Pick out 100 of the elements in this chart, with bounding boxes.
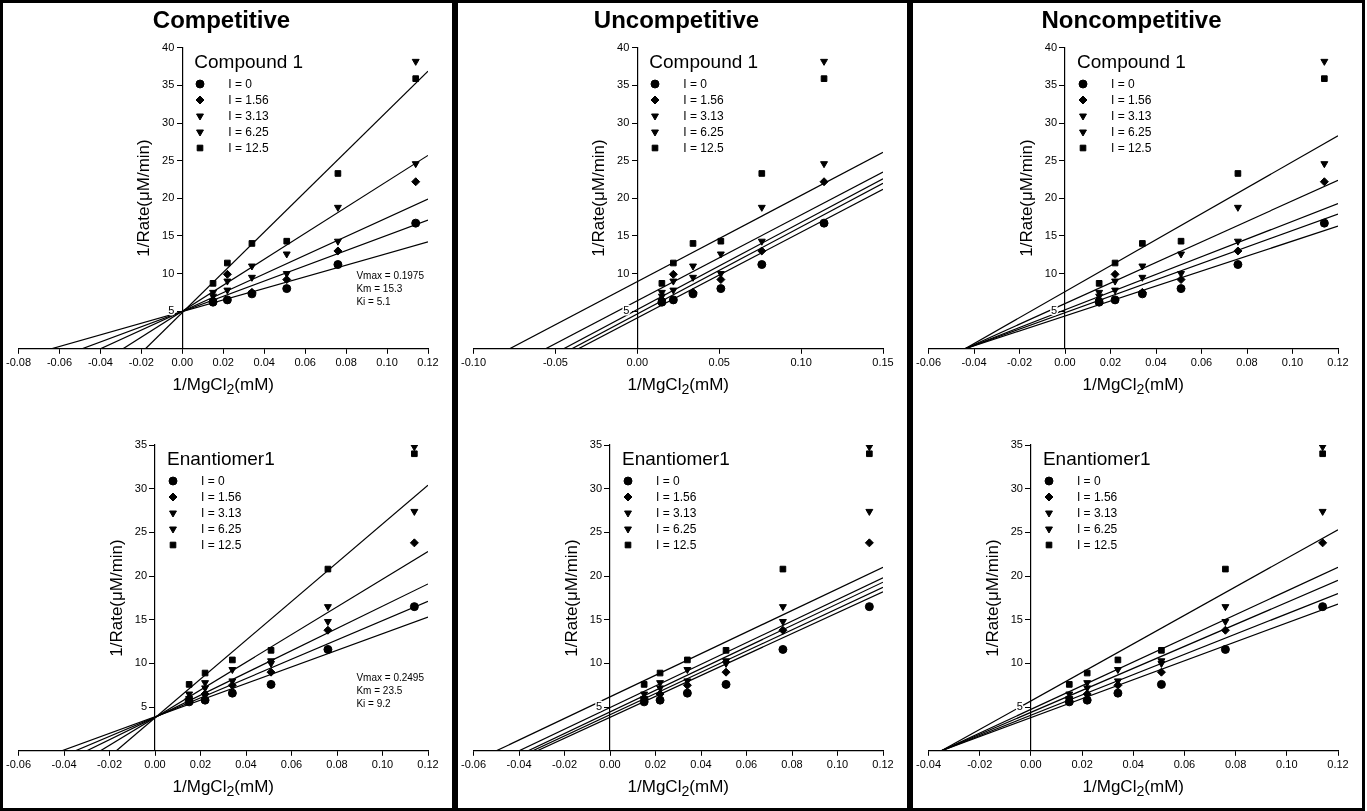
legend-title: Compound 1 — [649, 49, 759, 74]
x-tick-label: 0.02 — [1071, 758, 1093, 771]
x-tick-label: -0.06 — [916, 356, 942, 369]
x-axis-title: 1/MgCl$_{2}$(mM) — [1082, 776, 1184, 800]
y-axis-title: 1/Rate(μM/min) — [134, 139, 155, 258]
x-tick-label: -0.02 — [967, 758, 993, 771]
y-tick-label: 10 — [589, 656, 603, 669]
y-tick-label: 10 — [1010, 656, 1023, 669]
x-tick-label: 0.12 — [417, 758, 439, 771]
x-axis-title: 1/MgCl$_{2}$(mM) — [1082, 374, 1184, 398]
y-tick-label: 30 — [589, 481, 603, 494]
y-axis-title: 1/Rate(μM/min) — [982, 539, 1003, 657]
y-axis-title: 1/Rate(μM/min) — [107, 539, 127, 657]
legend-label: I = 1.56 — [1111, 91, 1152, 108]
legend-label: I = 3.13 — [1111, 107, 1152, 124]
y-tick-label: 15 — [162, 228, 175, 241]
x-tick-label: -0.06 — [461, 758, 487, 771]
x-tick-label: 0.12 — [1327, 758, 1349, 771]
legend-label: I = 3.13 — [1076, 505, 1118, 521]
y-axis-title: 1/Rate(μM/min) — [589, 139, 610, 258]
x-tick-label: -0.04 — [961, 356, 987, 369]
y-tick-label: 15 — [1010, 612, 1023, 625]
legend-title: Compound 1 — [1077, 49, 1186, 74]
y-tick-label: 15 — [617, 228, 630, 241]
legend-label: I = 0 — [228, 75, 252, 92]
x-tick-label: 0.08 — [781, 758, 803, 771]
y-tick-label: 35 — [1010, 438, 1023, 451]
x-tick-label: 0.10 — [790, 356, 812, 369]
x-axis-title: 1/MgCl$_{2}$(mM) — [627, 776, 729, 800]
legend-label: I = 1.56 — [228, 91, 269, 108]
y-tick-label: 35 — [1044, 78, 1058, 91]
legend-label: I = 12.5 — [228, 139, 269, 156]
y-tick-label: 30 — [1010, 481, 1023, 494]
legend-title: Compound 1 — [194, 49, 304, 74]
x-tick-label: -0.06 — [6, 758, 32, 771]
x-tick-label: -0.06 — [46, 356, 73, 369]
x-axis-title: 1/MgCl$_{2}$(mM) — [627, 374, 729, 398]
y-tick-label: 20 — [134, 569, 148, 582]
legend-title: Enantiomer1 — [622, 447, 730, 471]
x-tick-label: 0.00 — [1054, 356, 1076, 369]
legend-label: I = 6.25 — [228, 123, 269, 140]
x-tick-label: 0.10 — [1281, 356, 1304, 369]
legend-label: I = 1.56 — [1076, 489, 1118, 505]
legend-label: I = 0 — [201, 473, 225, 489]
legend-title: Enantiomer1 — [1042, 447, 1151, 471]
y-tick-label: 20 — [617, 191, 630, 204]
y-tick-label: 20 — [162, 191, 175, 204]
x-tick-label: 0.04 — [1145, 356, 1167, 369]
y-tick-label: 40 — [617, 40, 630, 53]
x-tick-label: 0.10 — [376, 356, 398, 369]
y-tick-label: 10 — [134, 656, 148, 669]
y-tick-label: 20 — [1044, 191, 1058, 204]
y-tick-label: 40 — [1044, 40, 1058, 53]
x-tick-label: 0.12 — [1327, 356, 1349, 369]
y-tick-label: 25 — [162, 153, 175, 166]
x-tick-label: 0.06 — [1190, 356, 1213, 369]
y-tick-label: 25 — [1010, 525, 1023, 538]
y-tick-label: 30 — [1044, 116, 1058, 129]
y-tick-label: 30 — [162, 116, 175, 129]
legend-label: I = 6.25 — [683, 123, 724, 140]
y-tick-label: 25 — [1044, 153, 1058, 166]
legend-label: I = 3.13 — [228, 107, 269, 124]
y-axis-title: 1/Rate(μM/min) — [1017, 139, 1037, 258]
x-tick-label: 0.06 — [294, 356, 316, 369]
x-tick-label: 0.10 — [1276, 758, 1298, 771]
x-tick-label: 0.00 — [599, 758, 621, 771]
legend-label: I = 0 — [1076, 473, 1101, 489]
y-tick-label: 35 — [589, 438, 603, 451]
x-axis-title: 1/MgCl$_{2}$(mM) — [172, 374, 274, 398]
y-tick-label: 35 — [162, 78, 175, 91]
chart-title: Competitive — [152, 6, 291, 34]
legend-label: I = 12.5 — [683, 139, 724, 156]
x-tick-label: 0.08 — [1236, 356, 1258, 369]
y-tick-label: 15 — [1044, 228, 1058, 241]
legend-label: I = 12.5 — [1111, 139, 1152, 156]
legend-label: I = 3.13 — [656, 505, 697, 521]
y-tick-label: 10 — [162, 266, 175, 279]
legend-label: I = 0 — [1111, 75, 1135, 92]
x-tick-label: -0.02 — [551, 758, 578, 771]
y-tick-label: 20 — [1010, 569, 1023, 582]
x-tick-label: 0.00 — [1020, 758, 1042, 771]
x-tick-label: 0.00 — [144, 758, 166, 771]
legend-label: I = 12.5 — [656, 537, 697, 553]
y-axis-title: 1/Rate(μM/min) — [562, 539, 582, 657]
y-tick-label: 15 — [589, 612, 603, 625]
chart-title: Uncompetitive — [593, 6, 760, 34]
legend-label: I = 6.25 — [201, 521, 242, 537]
annotation: Ki = 9.2 — [356, 696, 392, 710]
x-tick-label: 0.15 — [872, 356, 894, 369]
x-tick-label: 0.04 — [1122, 758, 1144, 771]
x-tick-label: -0.02 — [1006, 356, 1033, 369]
legend-title: Enantiomer1 — [167, 447, 275, 471]
x-tick-label: 0.10 — [371, 758, 394, 771]
y-tick-label: 5 — [140, 700, 148, 713]
x-tick-label: -0.02 — [96, 758, 123, 771]
legend-label: I = 1.56 — [201, 489, 242, 505]
x-tick-label: 0.08 — [326, 758, 348, 771]
legend-label: I = 3.13 — [683, 107, 724, 124]
x-tick-label: 0.04 — [690, 758, 712, 771]
annotation: Vmax = 0.1975 — [356, 268, 424, 282]
